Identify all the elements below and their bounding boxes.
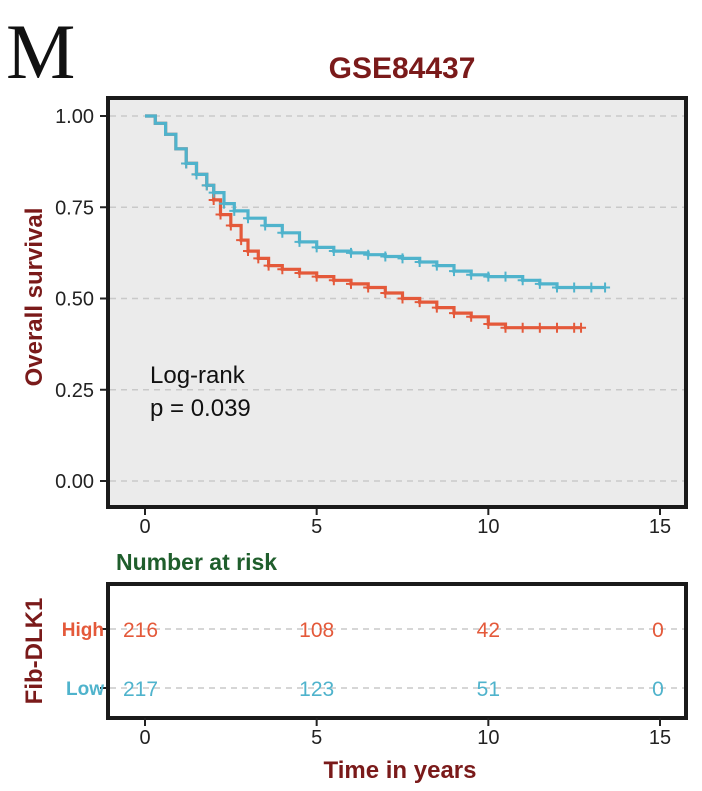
censor-mark [218,198,229,209]
censor-mark [466,269,477,280]
risk-x-tick-label: 10 [477,727,499,749]
censor-mark [294,236,305,247]
censor-mark [517,275,528,286]
y-tick-label: 0.25 [55,380,94,402]
censor-mark [225,220,236,231]
censor-mark [431,302,442,313]
risk-x-axis-ticks: 0 5 10 15 [139,718,671,749]
y-tick-label: 1.00 [55,106,94,128]
censor-mark [449,308,459,319]
censor-mark [181,158,192,169]
plot-border [106,96,688,509]
risk-count: 217 [123,678,158,701]
risk-table-title: Number at risk [116,549,277,575]
censor-mark [363,282,374,293]
censor-mark [449,266,459,277]
censor-mark [243,246,253,257]
y-tick-label: 0.75 [55,197,94,219]
y-tick-label: 0.50 [55,289,94,311]
risk-x-tick-label: 5 [311,727,322,749]
survival-curves [145,114,611,333]
censor-mark [236,235,247,246]
censor-mark [397,293,408,304]
y-axis-ticks: 0.00 0.25 0.50 0.75 1.00 [55,106,108,493]
censor-mark [380,251,391,262]
risk-x-tick-label: 0 [139,727,150,749]
censor-mark [517,322,528,333]
censor-mark [534,322,545,333]
y-axis-label: Overall survival [21,208,48,387]
censor-mark [277,264,288,275]
risk-table-group-label: Fib-DLK1 [21,598,48,705]
censor-mark [483,271,494,282]
risk-table-border [106,582,688,720]
censor-mark [380,288,391,299]
x-tick-label: 10 [477,516,499,538]
censor-mark [576,322,587,333]
censor-mark [346,278,356,289]
censor-mark [414,257,425,267]
censor-mark [263,260,274,271]
y-tick-label: 0.00 [55,471,94,493]
censor-mark [431,260,442,271]
risk-count: 216 [123,619,158,642]
censor-mark [328,246,339,257]
y-gridlines [110,115,684,482]
censor-mark [552,282,562,293]
censor-mark [552,322,562,333]
censor-mark [311,242,322,253]
censor-mark [586,282,597,293]
censor-mark [466,311,477,322]
risk-count: 42 [477,619,500,642]
panel-label: M [6,8,75,95]
risk-table-gridlines [110,628,684,689]
plot-panel [108,98,686,507]
censor-mark [534,278,545,289]
x-tick-label: 5 [311,516,322,538]
risk-count: 0 [652,619,664,642]
x-axis-label: Time in years [324,757,477,784]
p-value-label: p = 0.039 [150,395,251,422]
censor-mark [201,180,212,191]
x-tick-label: 0 [139,516,150,538]
censor-mark [294,267,305,278]
risk-group-label-low: Low [66,679,104,700]
risk-count: 108 [299,619,334,642]
censor-mark [600,282,611,293]
risk-table-rows: High 216 108 42 0 Low 217 123 51 0 [62,619,664,701]
censor-mark [346,247,356,258]
risk-group-label-high: High [62,620,104,641]
censor-mark [483,319,494,330]
censor-mark [243,213,253,224]
censor-mark [208,187,219,198]
censor-mark [260,220,271,231]
censor-mark [229,205,240,216]
censor-mark [500,271,511,282]
censor-mark [277,227,288,238]
x-axis-ticks: 0 5 10 15 [139,507,671,538]
censor-mark [253,253,264,264]
censor-mark [414,297,425,308]
chart-title: GSE84437 [329,52,476,85]
censor-mark [500,322,511,333]
censor-mark [569,282,580,293]
risk-count: 51 [477,678,500,701]
risk-table-panel [108,584,686,718]
logrank-label: Log-rank [150,362,246,389]
risk-x-tick-label: 15 [649,727,671,749]
risk-count: 123 [299,678,334,701]
censor-mark [328,275,339,286]
risk-count: 0 [652,678,664,701]
censor-mark [191,169,202,180]
censor-mark [397,253,408,264]
censor-mark [311,271,322,282]
censor-mark [363,249,374,260]
censor-mark [215,209,226,220]
x-tick-label: 15 [649,516,671,538]
